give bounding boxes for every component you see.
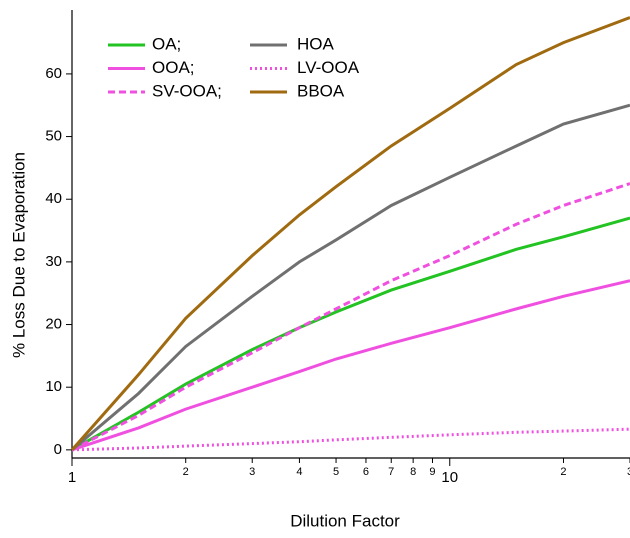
x-tick-label: 3 (627, 466, 630, 478)
x-tick-label: 6 (363, 466, 369, 478)
x-tick-label: 9 (429, 466, 435, 478)
series-line (70, 16, 630, 451)
x-tick-label: 5 (333, 466, 339, 478)
legend-label: BBOA (297, 81, 345, 100)
x-tick-label: 10 (441, 469, 458, 486)
y-axis-label: % Loss Due to Evaporation (9, 152, 28, 358)
y-tick-label: 30 (45, 253, 62, 270)
legend-label: OOA; (152, 58, 195, 77)
legend-label: HOA (297, 34, 335, 53)
y-tick-label: 40 (45, 190, 62, 207)
series-line (71, 427, 630, 452)
legend-label: LV-OOA (297, 58, 360, 77)
x-tick-label: 1 (68, 469, 76, 486)
x-tick-label: 7 (388, 466, 394, 478)
series-line (71, 182, 630, 452)
y-tick-label: 50 (45, 128, 62, 145)
legend-label: SV-OOA; (152, 81, 222, 100)
y-tick-label: 0 (54, 441, 62, 458)
series-line (71, 216, 630, 452)
x-tick-label: 2 (560, 466, 566, 478)
y-tick-label: 10 (45, 378, 62, 395)
x-axis-label: Dilution Factor (290, 511, 400, 530)
x-tick-label: 8 (410, 466, 416, 478)
y-tick-label: 60 (45, 65, 62, 82)
x-tick-label: 3 (249, 466, 255, 478)
x-tick-label: 4 (296, 466, 302, 478)
series-line (71, 103, 630, 451)
series-line (71, 279, 630, 452)
y-tick-label: 20 (45, 316, 62, 333)
legend-label: OA; (152, 34, 181, 53)
x-tick-label: 2 (183, 466, 189, 478)
